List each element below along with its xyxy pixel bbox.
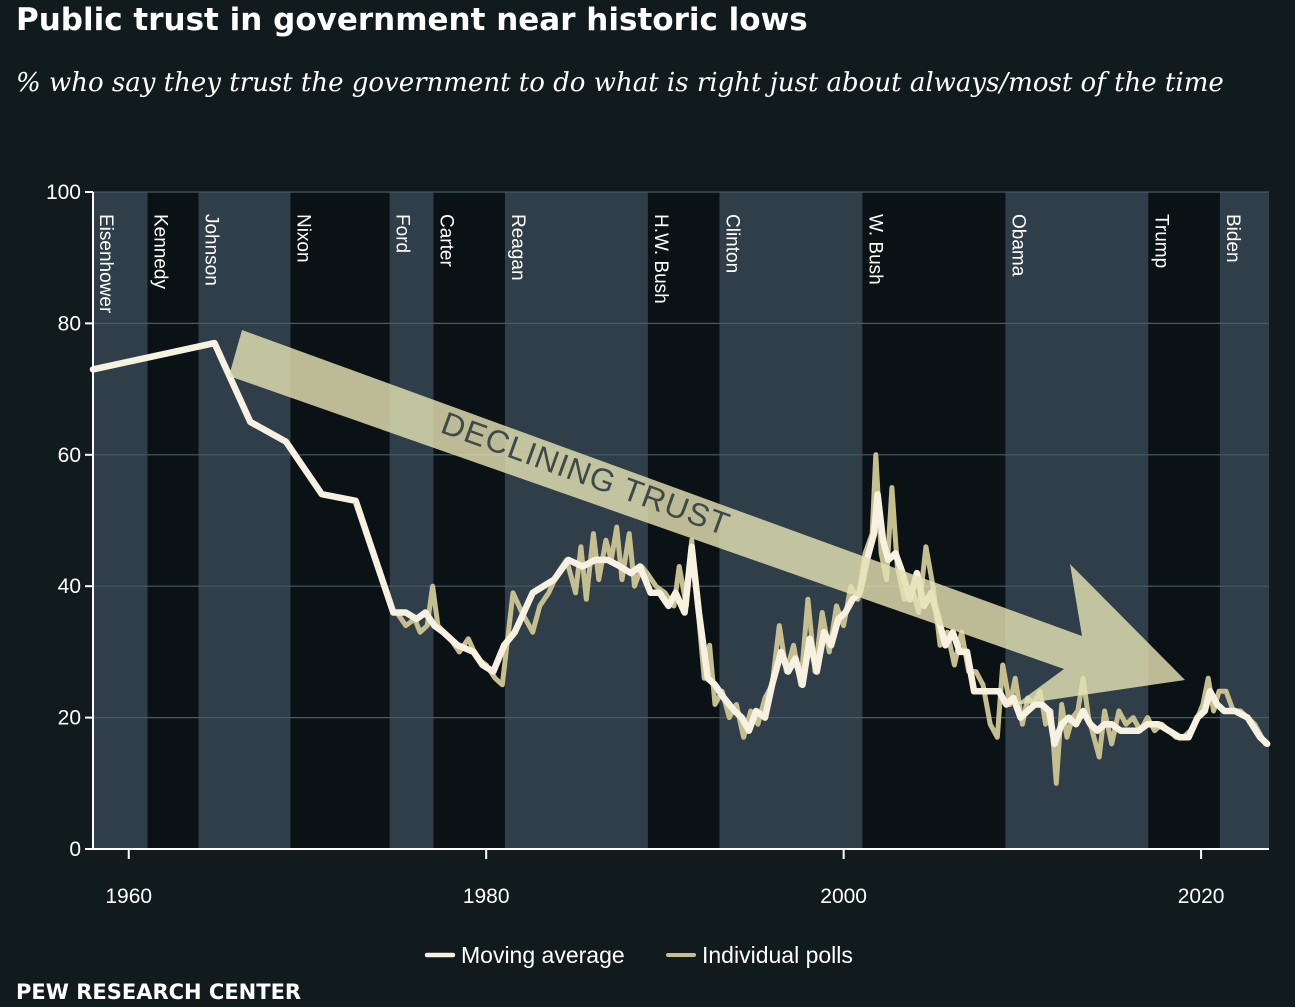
- president-labels: Eisenhower Kennedy Johnson Nixon Ford Carter R…: [95, 214, 1243, 314]
- band-johnson: [198, 192, 291, 849]
- band-nixon: [290, 192, 390, 849]
- legend-label-individual-polls: Individual polls: [702, 942, 853, 968]
- president-label-biden: Biden: [1222, 214, 1243, 263]
- president-label-trump: Trump: [1150, 214, 1171, 268]
- band-trump: [1148, 192, 1220, 849]
- president-label-obama: Obama: [1007, 214, 1028, 277]
- individual-polls-series: [394, 452, 1268, 786]
- series-line-moving-average: [89, 339, 1271, 748]
- x-tick-label-1960: 1960: [105, 885, 152, 908]
- y-tick-label-100: 100: [46, 181, 81, 204]
- president-label-clinton: Clinton: [721, 214, 742, 273]
- legend: Moving average Individual polls: [424, 942, 853, 968]
- band-reagan: [504, 192, 648, 849]
- president-label-w-bush: W. Bush: [864, 214, 885, 285]
- president-label-h-w-bush: H.W. Bush: [650, 214, 671, 304]
- series-line-individual-polls: [394, 452, 1268, 786]
- y-tick-label-40: 40: [58, 575, 81, 598]
- source-label: PEW RESEARCH CENTER: [16, 980, 302, 1004]
- president-label-reagan: Reagan: [507, 214, 528, 281]
- president-label-nixon: Nixon: [292, 214, 313, 263]
- president-label-kennedy: Kennedy: [150, 214, 171, 290]
- president-label-eisenhower: Eisenhower: [95, 214, 116, 314]
- president-label-ford: Ford: [392, 214, 413, 253]
- president-label-johnson: Johnson: [200, 214, 221, 286]
- band-w-bush: [862, 192, 1006, 849]
- legend-label-moving-average: Moving average: [461, 942, 625, 968]
- band-eisenhower: [93, 192, 148, 849]
- band-carter: [433, 192, 505, 849]
- moving-average-series: [89, 339, 1271, 748]
- y-tick-label-80: 80: [58, 312, 81, 335]
- x-tick-label-1980: 1980: [463, 885, 510, 908]
- y-tick-label-0: 0: [69, 838, 81, 861]
- band-obama: [1005, 192, 1149, 849]
- arrow-shape: [229, 330, 1185, 705]
- chart-title: Public trust in government near historic…: [16, 2, 808, 38]
- axes: 0 20 40 60 80 100 1960 1980 2000 2020: [46, 181, 1269, 908]
- y-tick-label-20: 20: [58, 707, 81, 730]
- band-ford: [389, 192, 434, 849]
- x-tick-label-2000: 2000: [820, 885, 867, 908]
- y-tick-label-60: 60: [58, 444, 81, 467]
- x-tick-label-2020: 2020: [1178, 885, 1225, 908]
- band-kennedy: [147, 192, 199, 849]
- band-biden: [1219, 192, 1269, 849]
- chart-subtitle: % who say they trust the government to d…: [16, 68, 1224, 98]
- president-label-carter: Carter: [435, 214, 456, 267]
